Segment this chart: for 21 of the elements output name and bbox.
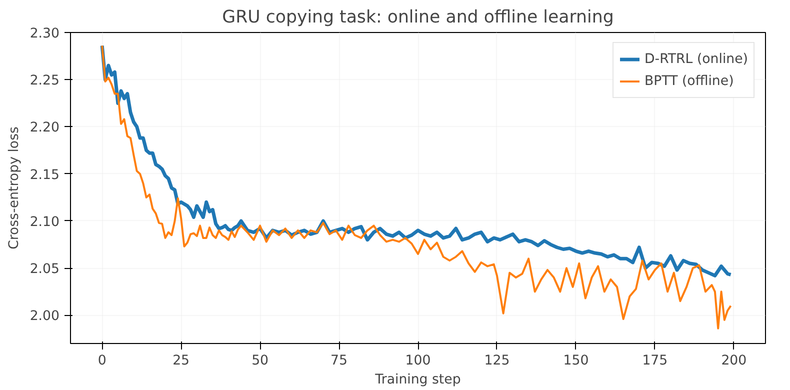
y-tick-label: 2.30 (30, 26, 60, 42)
x-tick-label: 25 (172, 354, 190, 368)
y-tick-label: 2.15 (30, 168, 60, 183)
legend-label: BPTT (offline) (644, 74, 734, 88)
x-tick-label: 150 (563, 354, 589, 368)
y-tick-label: 2.20 (30, 120, 60, 136)
y-tick-label: 2.10 (30, 214, 60, 230)
x-tick-label: 75 (330, 354, 348, 368)
y-tick-label: 2.25 (30, 74, 60, 89)
x-tick-label: 200 (721, 354, 747, 368)
x-tick-label: 0 (98, 354, 106, 368)
x-tick-label: 100 (405, 354, 431, 368)
y-tick-label: 2.00 (30, 309, 60, 324)
y-axis-title: Cross-entropy loss (6, 126, 22, 250)
x-tick-label: 50 (252, 354, 269, 368)
x-tick-label: 125 (484, 354, 510, 368)
x-axis-title: Training step (374, 372, 461, 388)
chart-title: GRU copying task: online and offline learning (222, 8, 614, 28)
x-tick-label: 175 (642, 354, 668, 368)
legend-label: D-RTRL (online) (644, 52, 748, 66)
y-tick-label: 2.05 (30, 262, 60, 278)
